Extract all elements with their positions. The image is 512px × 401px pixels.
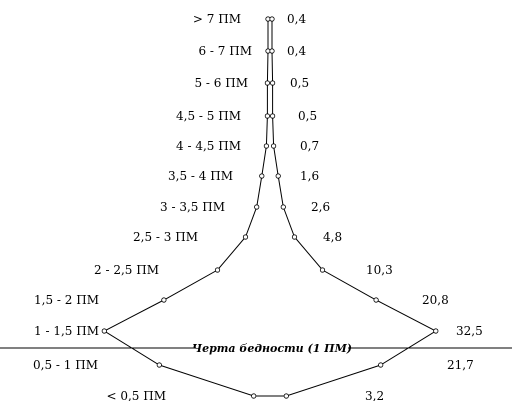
poverty-label-bg: [196, 341, 348, 355]
data-point-left-7: [242, 234, 249, 240]
data-point-left-10: [101, 328, 107, 334]
data-point-right-10: [433, 328, 439, 334]
data-point-right-0: [269, 16, 275, 22]
value-label-6: 2,6: [311, 200, 330, 214]
value-label-8: 10,3: [366, 263, 393, 277]
data-point-left-4: [263, 143, 269, 149]
category-label-10: 1 - 1,5 ПМ: [34, 324, 99, 338]
value-label-7: 4,8: [323, 230, 342, 244]
data-point-left-11: [156, 362, 162, 368]
distribution-shape: [103, 18, 437, 397]
category-label-0: > 7 ПМ: [193, 12, 241, 26]
data-point-left-12: [251, 393, 257, 399]
category-label-2: 5 - 6 ПМ: [194, 76, 248, 90]
data-point-left-5: [259, 173, 265, 179]
data-point-right-5: [275, 173, 281, 179]
value-label-4: 0,7: [300, 139, 319, 153]
value-label-3: 0,5: [298, 109, 317, 123]
value-label-10: 32,5: [456, 324, 483, 338]
data-point-right-3: [269, 113, 276, 119]
category-label-11: 0,5 - 1 ПМ: [33, 358, 98, 372]
data-point-right-9: [373, 297, 379, 303]
category-label-5: 3,5 - 4 ПМ: [168, 169, 233, 183]
data-point-left-3: [264, 113, 270, 119]
data-point-right-4: [270, 143, 277, 149]
data-point-right-6: [280, 204, 286, 210]
data-point-right-1: [269, 48, 275, 54]
data-point-right-8: [319, 267, 326, 273]
value-label-2: 0,5: [290, 76, 309, 90]
category-label-9: 1,5 - 2 ПМ: [34, 293, 99, 307]
data-point-left-2: [264, 80, 270, 86]
data-point-right-12: [283, 393, 289, 399]
category-label-7: 2,5 - 3 ПМ: [133, 230, 198, 244]
value-label-11: 21,7: [447, 358, 474, 372]
value-labels: 0,4 0,4 0,5 0,5 0,7 1,6 2,6 4,8 10,3 20,8 32,5 21,7…: [287, 12, 483, 401]
data-point-left-9: [161, 297, 167, 303]
data-point-left-8: [214, 267, 221, 273]
data-point-right-7: [291, 234, 298, 240]
category-label-6: 3 - 3,5 ПМ: [160, 200, 225, 214]
poverty-line-label: Черта бедности (1 ПМ): [192, 342, 352, 355]
category-label-12: < 0,5 ПМ: [106, 389, 166, 401]
value-label-1: 0,4: [287, 44, 306, 58]
value-label-0: 0,4: [287, 12, 306, 26]
value-label-12: 3,2: [365, 389, 384, 401]
value-label-5: 1,6: [300, 169, 319, 183]
data-point-left-6: [254, 204, 260, 210]
category-label-1: 6 - 7 ПМ: [198, 44, 252, 58]
distribution-outline: [103, 18, 437, 397]
category-label-8: 2 - 2,5 ПМ: [94, 263, 159, 277]
category-label-3: 4,5 - 5 ПМ: [176, 109, 241, 123]
category-labels: > 7 ПМ 6 - 7 ПМ 5 - 6 ПМ 4,5 - 5 ПМ 4 - 4,5 …: [33, 12, 252, 401]
data-points: [101, 16, 439, 399]
data-point-right-11: [378, 362, 384, 368]
data-point-right-2: [269, 80, 276, 86]
value-label-9: 20,8: [422, 293, 449, 307]
category-label-4: 4 - 4,5 ПМ: [176, 139, 241, 153]
